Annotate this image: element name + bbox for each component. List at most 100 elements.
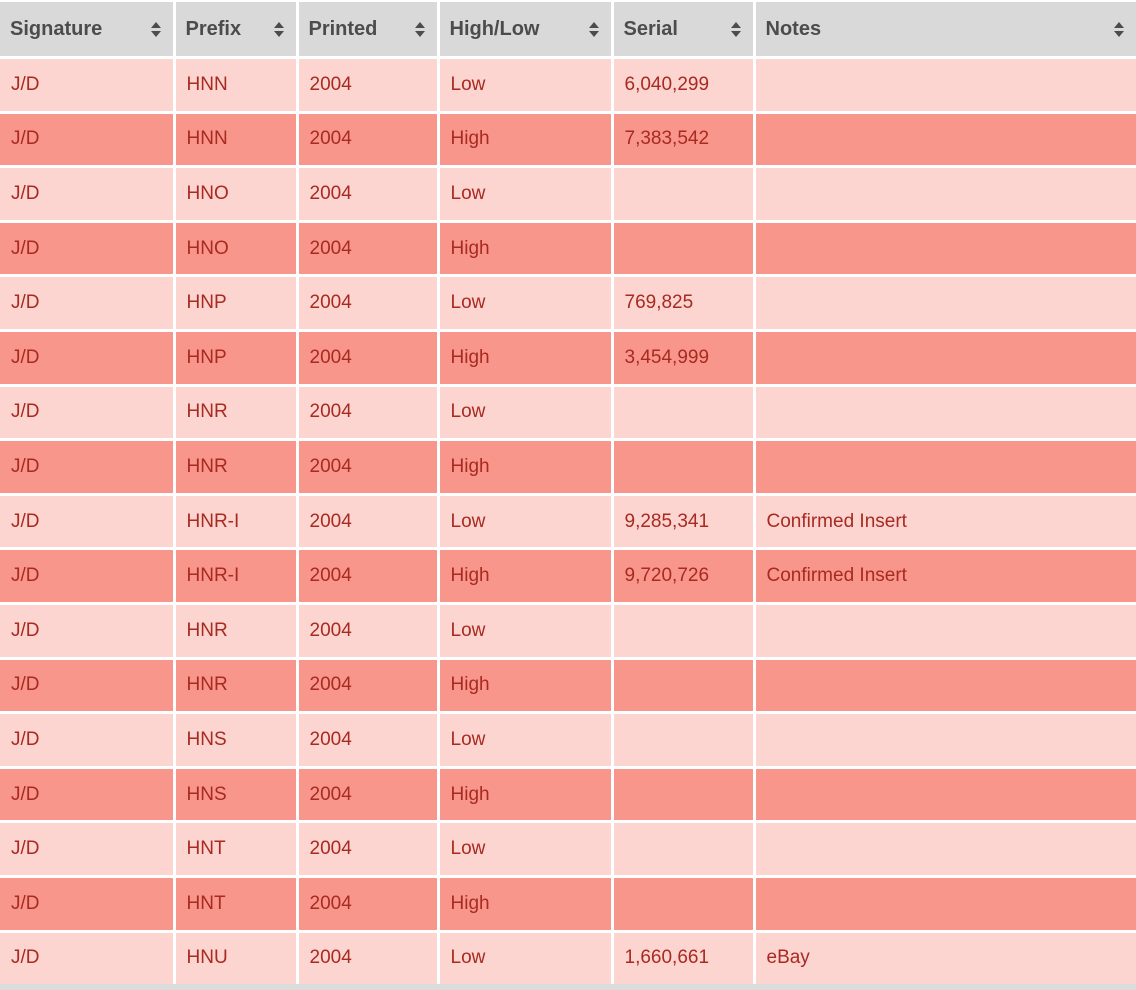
table-row: J/D HNS 2004 High [0, 765, 1136, 824]
cell-serial [610, 219, 756, 278]
table-row: J/D HNR 2004 High [0, 438, 1136, 496]
cell-serial [610, 601, 756, 660]
cell-prefix: HNR [172, 656, 299, 715]
cell-high_low: Low [436, 492, 614, 551]
cell-serial: 3,454,999 [610, 328, 756, 387]
cell-printed: 2004 [295, 820, 440, 878]
cell-high_low: Low [436, 274, 614, 332]
cell-printed: 2004 [295, 56, 440, 114]
cell-notes: eBay [752, 929, 1136, 985]
cell-printed: 2004 [295, 438, 440, 496]
cell-printed: 2004 [295, 929, 440, 985]
cell-high_low: High [436, 765, 614, 824]
cell-printed: 2004 [295, 874, 440, 933]
cell-printed: 2004 [295, 765, 440, 824]
cell-signature: J/D [0, 601, 176, 660]
table-row: J/D HNR 2004 Low [0, 383, 1136, 442]
cell-prefix: HNO [172, 219, 299, 278]
cell-prefix: HNT [172, 874, 299, 933]
cell-high_low: High [436, 874, 614, 933]
table-row: J/D HNO 2004 Low [0, 165, 1136, 223]
cell-serial: 7,383,542 [610, 110, 756, 169]
cell-prefix: HNS [172, 711, 299, 769]
cell-printed: 2004 [295, 328, 440, 387]
cell-notes: Confirmed Insert [752, 547, 1136, 605]
cell-signature: J/D [0, 219, 176, 278]
cell-prefix: HNR [172, 383, 299, 442]
sort-arrows-icon [588, 21, 599, 37]
cell-signature: J/D [0, 328, 176, 387]
cell-signature: J/D [0, 820, 176, 878]
bottom-strip [0, 984, 1136, 990]
sort-arrows-icon [273, 21, 284, 37]
column-header-label: Notes [765, 17, 822, 40]
cell-notes [752, 56, 1136, 114]
cell-printed: 2004 [295, 656, 440, 715]
column-header-label: High/Low [449, 17, 540, 40]
cell-high_low: Low [436, 383, 614, 442]
table-header: Signature Prefix Printed High/Low [0, 0, 1136, 59]
cell-prefix: HNR [172, 438, 299, 496]
cell-serial [610, 438, 756, 496]
cell-prefix: HNN [172, 56, 299, 114]
table-body: J/D HNN 2004 Low 6,040,299 J/D HNN 2004 High 7,38… [0, 56, 1136, 985]
cell-high_low: High [436, 328, 614, 387]
column-header-label: Signature [10, 17, 103, 40]
cell-prefix: HNT [172, 820, 299, 878]
cell-high_low: High [436, 219, 614, 278]
column-header-signature[interactable]: Signature [0, 0, 176, 59]
cell-signature: J/D [0, 874, 176, 933]
cell-notes [752, 438, 1136, 496]
table-row: J/D HNP 2004 High 3,454,999 [0, 328, 1136, 387]
cell-printed: 2004 [295, 711, 440, 769]
cell-signature: J/D [0, 438, 176, 496]
table-row: J/D HNT 2004 Low [0, 820, 1136, 878]
sort-arrows-icon [730, 21, 741, 37]
column-header-label: Printed [308, 17, 378, 40]
cell-notes [752, 219, 1136, 278]
cell-serial [610, 874, 756, 933]
cell-serial [610, 820, 756, 878]
cell-signature: J/D [0, 547, 176, 605]
cell-serial: 1,660,661 [610, 929, 756, 985]
table-row: J/D HNU 2004 Low 1,660,661 eBay [0, 929, 1136, 985]
table-row: J/D HNN 2004 High 7,383,542 [0, 110, 1136, 169]
cell-signature: J/D [0, 110, 176, 169]
table-row: J/D HNR-I 2004 Low 9,285,341 Confirmed Insert [0, 492, 1136, 551]
table-row: J/D HNR-I 2004 High 9,720,726 Confirmed Inser… [0, 547, 1136, 605]
cell-signature: J/D [0, 492, 176, 551]
cell-prefix: HNO [172, 165, 299, 223]
table-row: J/D HNR 2004 Low [0, 601, 1136, 660]
cell-prefix: HNN [172, 110, 299, 169]
cell-high_low: High [436, 110, 614, 169]
cell-prefix: HNP [172, 328, 299, 387]
cell-printed: 2004 [295, 219, 440, 278]
cell-printed: 2004 [295, 492, 440, 551]
cell-signature: J/D [0, 765, 176, 824]
column-header-high-low[interactable]: High/Low [436, 0, 614, 59]
cell-high_low: Low [436, 56, 614, 114]
cell-high_low: Low [436, 820, 614, 878]
column-header-prefix[interactable]: Prefix [172, 0, 299, 59]
cell-notes [752, 765, 1136, 824]
column-header-serial[interactable]: Serial [610, 0, 756, 59]
cell-high_low: Low [436, 929, 614, 985]
cell-serial: 9,285,341 [610, 492, 756, 551]
cell-high_low: High [436, 438, 614, 496]
column-header-label: Serial [623, 17, 678, 40]
cell-printed: 2004 [295, 274, 440, 332]
cell-notes [752, 711, 1136, 769]
column-header-printed[interactable]: Printed [295, 0, 440, 59]
cell-printed: 2004 [295, 547, 440, 605]
table-row: J/D HNP 2004 Low 769,825 [0, 274, 1136, 332]
sort-arrows-icon [1114, 21, 1124, 37]
cell-prefix: HNR-I [172, 492, 299, 551]
cell-serial [610, 656, 756, 715]
cell-high_low: High [436, 547, 614, 605]
cell-prefix: HNU [172, 929, 299, 985]
cell-printed: 2004 [295, 383, 440, 442]
column-header-notes[interactable]: Notes [752, 0, 1136, 59]
cell-printed: 2004 [295, 110, 440, 169]
table-row: J/D HNT 2004 High [0, 874, 1136, 933]
